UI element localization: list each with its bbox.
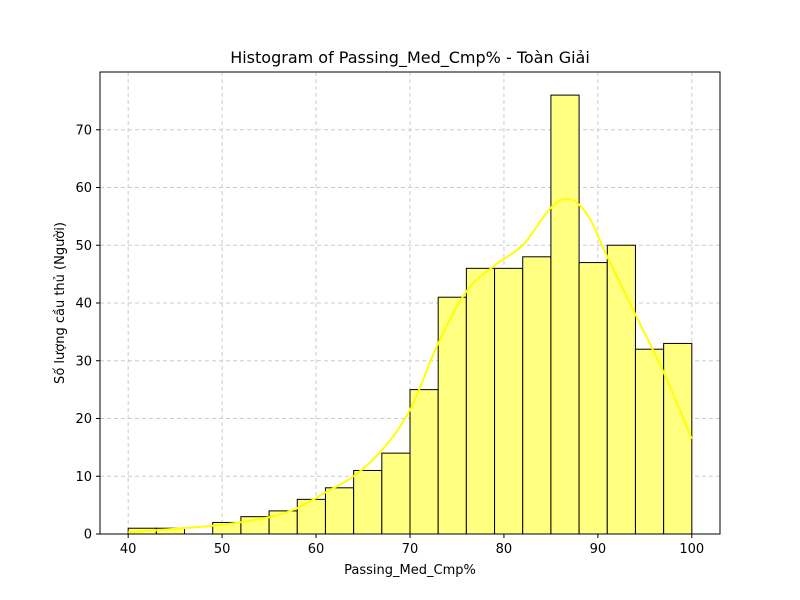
histogram-bar (296, 498, 326, 535)
y-tick-label: 60 (75, 181, 92, 196)
y-tick-label: 20 (75, 412, 92, 427)
histogram-bar (437, 296, 467, 535)
x-tick-label: 50 (214, 542, 231, 557)
x-tick-label: 90 (590, 542, 607, 557)
histogram-bar (550, 94, 580, 535)
y-tick-label: 30 (75, 354, 92, 369)
histogram-bar (409, 389, 439, 535)
histogram-bar (663, 342, 693, 535)
kde-layer (128, 197, 693, 534)
y-tick-label: 40 (75, 297, 92, 312)
x-tick-label: 40 (120, 542, 137, 557)
x-tick-label: 80 (496, 542, 513, 557)
histogram-bar (606, 244, 636, 535)
chart-title: Histogram of Passing_Med_Cmp% - Toàn Giả… (230, 48, 590, 68)
histogram-bar (578, 262, 608, 535)
bars-layer (127, 94, 693, 535)
y-ticks: 0 10 20 30 40 50 60 70 (75, 123, 100, 543)
histogram-bar (324, 487, 355, 535)
histogram-bar (494, 267, 524, 535)
y-tick-label: 0 (84, 528, 92, 543)
y-tick-label: 50 (75, 239, 92, 254)
histogram-bar (465, 267, 496, 535)
y-tick-label: 70 (75, 123, 92, 138)
x-axis-label: Passing_Med_Cmp% (344, 563, 476, 578)
x-tick-label: 70 (402, 542, 419, 557)
y-tick-label: 10 (75, 470, 92, 485)
x-tick-label: 60 (308, 542, 325, 557)
kde-line (128, 197, 693, 534)
x-ticks: 40 50 60 70 80 90 100 (120, 534, 704, 557)
histogram-bar (522, 256, 552, 535)
histogram-bar (634, 348, 665, 535)
x-tick-label: 100 (679, 542, 704, 557)
histogram-bar (353, 469, 383, 535)
y-axis-label: Số lượng cầu thủ (Người) (53, 222, 68, 384)
histogram-bar (381, 452, 411, 535)
